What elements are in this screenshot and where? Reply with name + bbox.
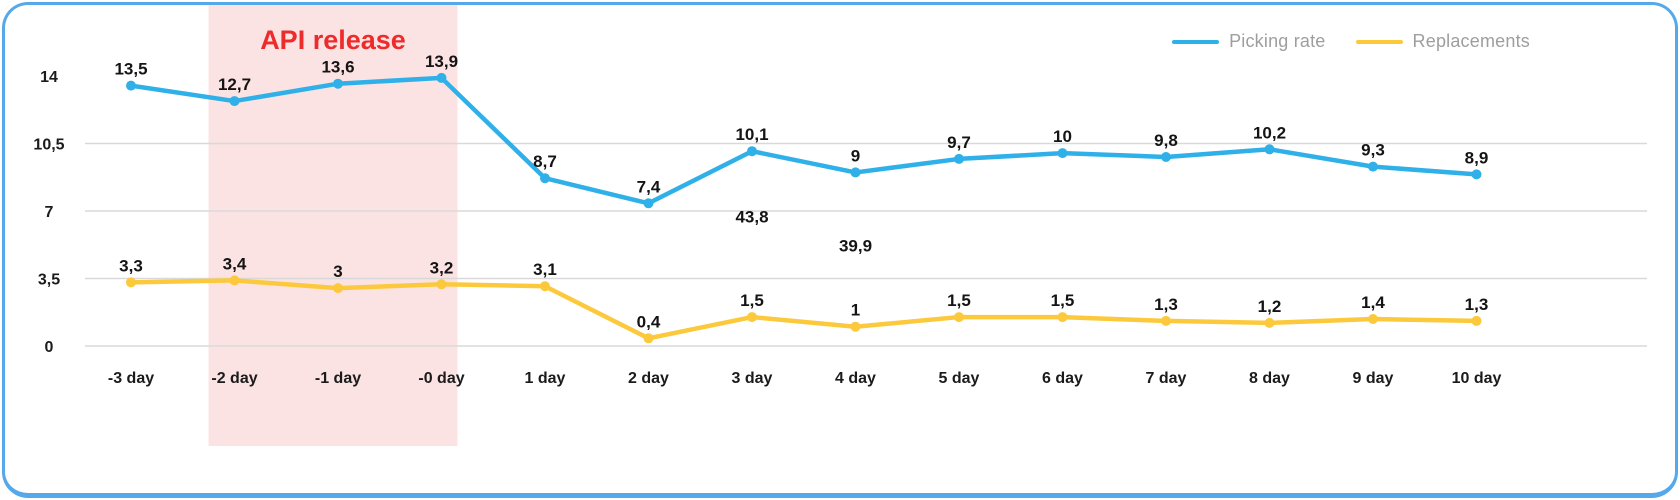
y-tick-label: 10,5: [33, 137, 64, 154]
data-label: 1,3: [1465, 295, 1489, 314]
y-tick-label: 3,5: [38, 272, 60, 289]
data-point: [229, 96, 240, 107]
data-point: [643, 198, 654, 209]
data-point: [229, 275, 240, 286]
data-label: 13,9: [425, 52, 458, 71]
chart-canvas: API release 0 3,5 7 10,5 14 -3 day -2 day -1 day…: [33, 5, 1647, 446]
data-label: 13,6: [321, 58, 354, 77]
data-point: [954, 312, 964, 323]
data-label: 1,5: [1051, 291, 1075, 310]
data-label: 1,4: [1361, 293, 1385, 312]
legend-label-picking-rate: Picking rate: [1229, 31, 1326, 51]
data-point: [643, 333, 654, 344]
x-category-label: 6 day: [1042, 370, 1083, 387]
data-point: [126, 80, 136, 91]
x-category-label: 1 day: [525, 370, 566, 387]
data-point: [1264, 317, 1275, 328]
legend-item-picking-rate[interactable]: Picking rate: [1172, 31, 1325, 52]
data-label: 12,7: [218, 75, 251, 94]
data-label: 1,5: [947, 291, 971, 310]
replacements-line-swatch: [1355, 39, 1403, 44]
data-point: [1057, 312, 1068, 323]
data-point: [1368, 161, 1378, 172]
data-point: [126, 277, 136, 288]
x-category-label: 5 day: [939, 370, 980, 387]
data-point: [1161, 315, 1171, 326]
extra-label: 39,9: [839, 237, 872, 256]
x-category-label: -1 day: [315, 370, 361, 387]
data-point: [540, 281, 550, 292]
data-label: 0,4: [637, 312, 661, 331]
data-label: 3,3: [119, 256, 143, 275]
data-label: 9,7: [947, 133, 971, 152]
x-category-label: 8 day: [1249, 370, 1290, 387]
data-point: [436, 279, 447, 290]
data-label: 3,2: [430, 258, 454, 277]
data-point: [1161, 152, 1171, 162]
data-label: 3: [333, 262, 342, 281]
x-category-label: 2 day: [628, 370, 669, 387]
data-point: [1368, 314, 1378, 324]
data-label: 3,4: [223, 254, 247, 273]
x-category-label: -2 day: [211, 370, 257, 387]
x-category-label: 10 day: [1452, 370, 1502, 387]
data-label: 10: [1053, 127, 1072, 146]
data-label: 10,1: [735, 125, 768, 144]
data-point: [1264, 144, 1275, 155]
data-point: [747, 312, 757, 323]
series-line: [128, 278, 1479, 341]
data-point: [436, 72, 447, 83]
x-category-label: -0 day: [418, 370, 464, 387]
x-category-label: 9 day: [1353, 370, 1394, 387]
data-label: 8,7: [533, 152, 557, 171]
x-category-label: 7 day: [1146, 370, 1187, 387]
data-label: 8,9: [1465, 148, 1489, 167]
data-point: [333, 78, 343, 89]
data-point: [1057, 148, 1068, 159]
data-label: 9,8: [1154, 131, 1178, 150]
data-point: [333, 283, 343, 294]
data-label: 1,5: [740, 291, 764, 310]
data-label: 9,3: [1361, 141, 1385, 160]
picking-rate-line-swatch: [1172, 39, 1220, 44]
x-category-label: -3 day: [108, 370, 154, 387]
data-point: [747, 146, 757, 157]
series-line: [128, 75, 1479, 206]
data-point: [850, 321, 861, 332]
data-point: [1471, 315, 1482, 326]
api-release-band-label: API release: [260, 25, 406, 55]
y-tick-label: 7: [45, 204, 54, 221]
y-tick-label: 0: [45, 339, 54, 356]
legend-item-replacements[interactable]: Replacements: [1355, 31, 1530, 52]
data-label: 13,5: [114, 60, 147, 79]
data-label: 1: [851, 301, 860, 320]
extra-label: 43,8: [735, 208, 768, 227]
data-point: [954, 153, 964, 164]
legend-label-replacements: Replacements: [1412, 31, 1530, 51]
data-label: 3,1: [533, 260, 557, 279]
x-category-label: 4 day: [835, 370, 876, 387]
data-label: 1,3: [1154, 295, 1178, 314]
data-label: 7,4: [637, 177, 661, 196]
y-tick-label: 14: [40, 69, 58, 86]
x-category-label: 3 day: [732, 370, 773, 387]
data-label: 9: [851, 146, 860, 165]
data-label: 10,2: [1253, 123, 1286, 142]
data-point: [540, 173, 550, 184]
chart-legend: Picking rate Replacements: [1172, 31, 1530, 52]
data-label: 1,2: [1258, 297, 1282, 316]
data-point: [1471, 169, 1482, 180]
data-point: [850, 167, 861, 178]
